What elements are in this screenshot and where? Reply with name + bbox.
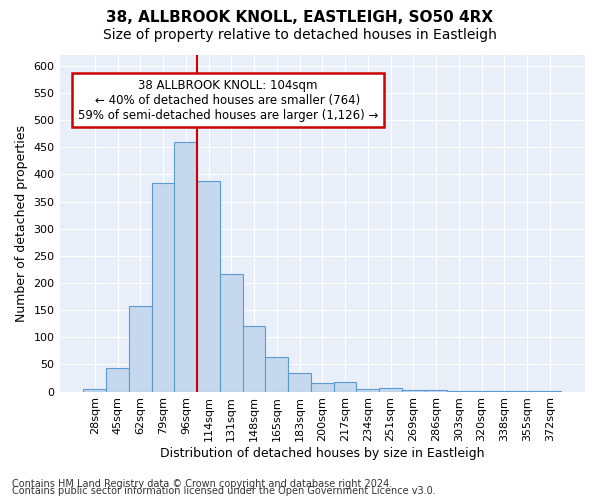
Bar <box>83 389 106 392</box>
Bar <box>448 391 470 392</box>
Bar <box>220 274 242 392</box>
Text: Size of property relative to detached houses in Eastleigh: Size of property relative to detached ho… <box>103 28 497 42</box>
Bar <box>515 391 538 392</box>
Text: 38 ALLBROOK KNOLL: 104sqm
← 40% of detached houses are smaller (764)
59% of semi: 38 ALLBROOK KNOLL: 104sqm ← 40% of detac… <box>77 78 378 122</box>
Text: Contains HM Land Registry data © Crown copyright and database right 2024.: Contains HM Land Registry data © Crown c… <box>12 479 392 489</box>
Bar <box>356 389 379 392</box>
Bar <box>538 391 561 392</box>
Bar <box>334 382 356 392</box>
Bar <box>265 358 288 392</box>
Bar <box>425 390 448 392</box>
Y-axis label: Number of detached properties: Number of detached properties <box>15 125 28 322</box>
Bar <box>129 306 152 392</box>
Bar <box>197 181 220 392</box>
Text: 38, ALLBROOK KNOLL, EASTLEIGH, SO50 4RX: 38, ALLBROOK KNOLL, EASTLEIGH, SO50 4RX <box>106 10 494 25</box>
Bar <box>288 372 311 392</box>
Bar <box>152 182 175 392</box>
Bar <box>311 384 334 392</box>
Bar <box>379 388 402 392</box>
Text: Contains public sector information licensed under the Open Government Licence v3: Contains public sector information licen… <box>12 486 436 496</box>
Bar <box>106 368 129 392</box>
Bar <box>175 142 197 392</box>
X-axis label: Distribution of detached houses by size in Eastleigh: Distribution of detached houses by size … <box>160 447 485 460</box>
Bar <box>470 391 493 392</box>
Bar <box>242 326 265 392</box>
Bar <box>402 390 425 392</box>
Bar <box>493 391 515 392</box>
